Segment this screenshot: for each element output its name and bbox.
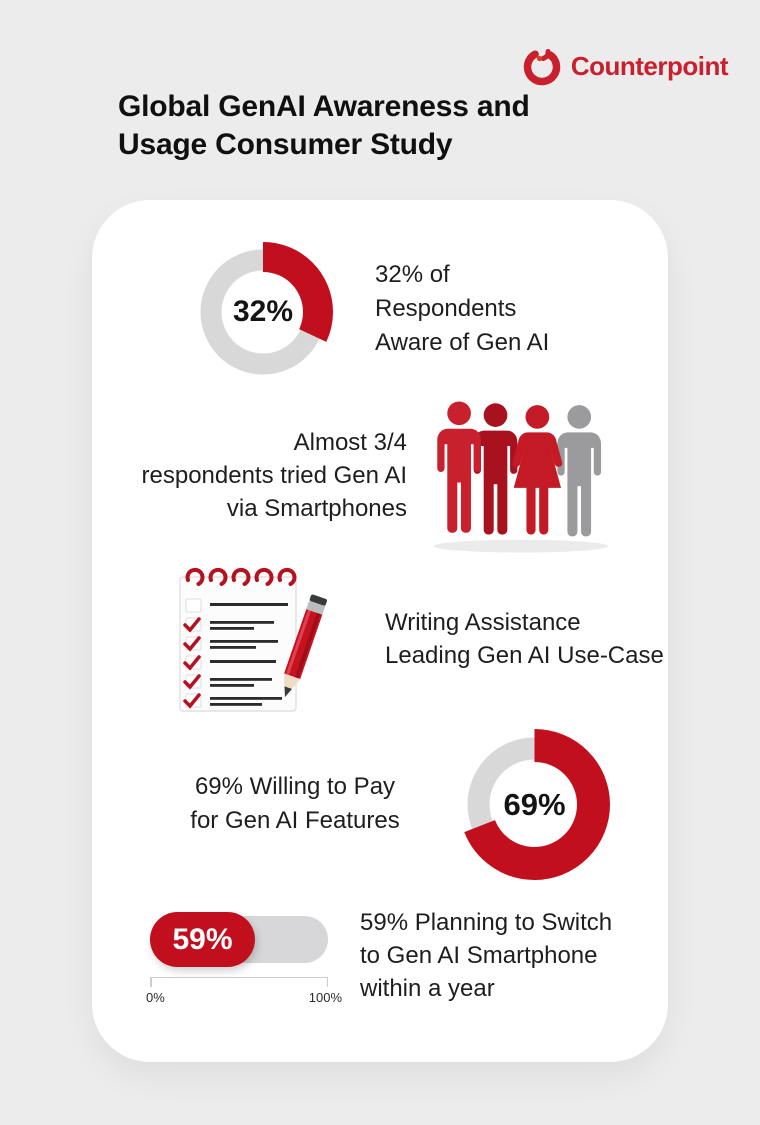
person-man-icon bbox=[437, 401, 481, 533]
person-man-gray-icon bbox=[557, 405, 602, 537]
donut-69-svg bbox=[459, 729, 610, 880]
awareness-caption-line: Respondents bbox=[375, 295, 517, 322]
switch-progress-chart: 59% 0% 100% bbox=[146, 912, 342, 1006]
switch-caption-line: within a year bbox=[360, 975, 495, 1002]
title-line-2: Usage Consumer Study bbox=[118, 128, 453, 161]
page-title: Global GenAI Awareness and Usage Consume… bbox=[118, 88, 618, 164]
axis-label-min: 0% bbox=[146, 990, 165, 1005]
pay-caption-line: for Gen AI Features bbox=[190, 807, 400, 834]
stats-card: 32% 32% of Respondents Aware of Gen AI A… bbox=[92, 200, 668, 1062]
pay-caption-line: 69% Willing to Pay bbox=[194, 773, 396, 800]
people-group-svg bbox=[433, 401, 609, 553]
smartphone-caption-line: Almost 3/4 bbox=[293, 429, 407, 456]
spiral-bindings bbox=[185, 567, 297, 586]
progress-fill: 59% bbox=[150, 912, 256, 967]
pencil-icon bbox=[284, 594, 328, 697]
progress-value-label: 59% bbox=[172, 922, 233, 956]
awareness-donut-value: 32% bbox=[232, 295, 294, 328]
usecase-caption-line: Leading Gen AI Use-Case bbox=[385, 642, 664, 669]
logo-wordmark: Counterpoint bbox=[570, 50, 729, 81]
awareness-caption-line: 32% of bbox=[375, 261, 450, 288]
axis-label-max: 100% bbox=[308, 990, 342, 1005]
usecase-caption: Writing Assistance Leading Gen AI Use-Ca… bbox=[385, 606, 664, 672]
smartphone-caption-line: respondents tried Gen AI bbox=[141, 462, 408, 489]
switch-caption: 59% Planning to Switch to Gen AI Smartph… bbox=[360, 906, 612, 1005]
donut-value-arc bbox=[459, 729, 610, 880]
smartphone-caption: Almost 3/4 respondents tried Gen AI via … bbox=[126, 426, 408, 525]
title-line-1: Global GenAI Awareness and bbox=[118, 90, 530, 123]
donut-value-arc bbox=[193, 242, 333, 382]
ground-shadow bbox=[433, 539, 609, 553]
progress-track: 59% bbox=[150, 912, 328, 967]
donut-32-svg bbox=[193, 242, 333, 382]
checklist-with-pencil-icon bbox=[160, 565, 350, 723]
counterpoint-swirl-icon bbox=[523, 48, 561, 86]
smartphone-caption-line: via Smartphones bbox=[226, 495, 407, 522]
awareness-donut-chart: 32% bbox=[187, 236, 339, 388]
awareness-caption-line: Aware of Gen AI bbox=[375, 329, 550, 356]
pay-donut-chart: 69% bbox=[452, 722, 617, 887]
axis-tick-max bbox=[326, 978, 328, 987]
people-group-icon bbox=[430, 398, 612, 556]
awareness-caption: 32% of Respondents Aware of Gen AI bbox=[375, 258, 549, 360]
person-woman-icon bbox=[512, 405, 563, 535]
pay-donut-value: 69% bbox=[503, 786, 566, 822]
progress-axis: 0% 100% bbox=[146, 977, 342, 1006]
switch-caption-line: to Gen AI Smartphone bbox=[360, 942, 598, 969]
checklist-rows bbox=[183, 598, 288, 709]
axis-tick-min bbox=[150, 978, 152, 987]
usecase-caption-line: Writing Assistance bbox=[385, 609, 581, 636]
checklist-svg bbox=[179, 567, 328, 712]
counterpoint-logo: Counterpoint bbox=[521, 45, 729, 87]
switch-caption-line: 59% Planning to Switch bbox=[360, 909, 613, 936]
pay-caption: 69% Willing to Pay for Gen AI Features bbox=[150, 770, 440, 838]
